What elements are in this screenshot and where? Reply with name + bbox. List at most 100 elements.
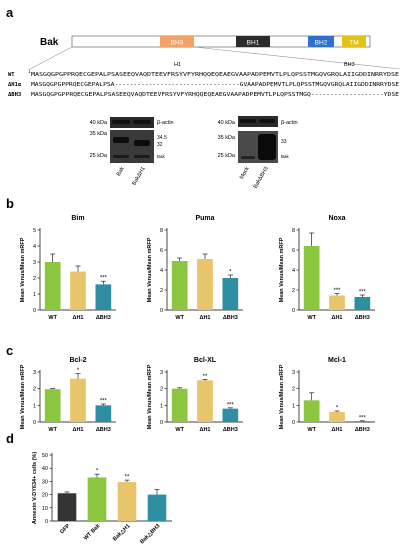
alignment-row-seq: MASGQGPGPPRQECGEPALPSA------------------…	[31, 82, 399, 88]
y-tick-label: 2	[292, 387, 295, 393]
bar	[70, 378, 86, 422]
y-tick-label: 0	[33, 308, 36, 314]
region-label-bh3: BH3	[344, 62, 355, 68]
y-tick-label: 4	[292, 268, 295, 274]
y-tick-label: 3	[33, 260, 36, 266]
lane-label: Mock	[239, 166, 251, 181]
y-tick-label: 2	[33, 276, 36, 282]
domain-tm-label: TM	[349, 40, 358, 47]
chart-title: Bim	[71, 215, 84, 222]
y-tick-label: 3	[292, 370, 295, 376]
chart-title: Noxa	[328, 215, 345, 222]
blot-label: 33	[281, 139, 287, 145]
y-tick-label: 50	[42, 453, 48, 459]
bar	[147, 494, 167, 521]
y-tick-label: 5	[33, 228, 36, 234]
y-axis-label: Mean Venus/Mean mRFP	[20, 364, 26, 429]
bar	[95, 405, 112, 422]
y-tick-label: 40	[42, 466, 48, 472]
y-tick-label: 0	[160, 420, 163, 426]
bar	[354, 297, 371, 310]
y-tick-label: 1	[33, 292, 36, 298]
blot-label: β-actin	[157, 120, 174, 126]
y-tick-label: 4	[160, 268, 163, 274]
y-tick-label: 20	[42, 493, 48, 499]
x-tick-label: WT	[307, 315, 316, 321]
domain-map: Bak BH3 BH1 BH2 TM	[29, 35, 401, 70]
mw-marker: 40 kDa	[218, 120, 236, 126]
bar	[57, 493, 77, 521]
bar	[95, 284, 112, 310]
alignment-row-seq: MASGQGPGPPRQECGEPALPSASEEQVAQDTEEVFRSYVF…	[31, 92, 399, 98]
x-tick-label: WT	[48, 427, 57, 433]
chart-puma: Puma 0 2 4 6 8 Mean Venus/Mean mRFP WT ΔH1 * ΔBH3	[147, 215, 243, 321]
protein-name: Bak	[40, 37, 59, 48]
bar	[117, 482, 137, 521]
domain-bh3-label: BH3	[171, 40, 184, 47]
panel-label-a: a	[6, 5, 14, 20]
blot-actin-strip	[110, 117, 154, 128]
y-tick-label: 6	[292, 248, 295, 254]
bar	[87, 477, 107, 521]
significance-mark: ***	[359, 290, 367, 296]
significance-mark: ***	[333, 288, 341, 294]
x-tick-label: WT	[307, 427, 316, 433]
bak-delta-bh3-smear	[258, 134, 276, 160]
zoom-line-left	[29, 46, 73, 70]
chart-title: Puma	[195, 215, 214, 222]
western-blot-left: 40 kDa 35 kDa 25 kDa β-actin 34.5 32 Bak…	[90, 117, 174, 186]
zoom-line-right	[193, 46, 401, 70]
y-axis-label: Mean Venus/Mean mRFP	[147, 237, 153, 302]
x-tick-label: Bak△BH3	[139, 522, 162, 545]
bak-endogenous-band	[134, 155, 150, 158]
lane-label: BakΔH1	[131, 166, 146, 186]
domain-bh3	[160, 36, 194, 47]
significance-mark: *	[96, 469, 99, 475]
actin-band	[259, 119, 275, 123]
significance-mark: ***	[227, 402, 235, 408]
panel-label-c: c	[6, 343, 13, 358]
x-tick-label: ΔH1	[73, 315, 84, 321]
alignment-row-name: ΔBH3	[8, 92, 21, 98]
bak-delta-h1-band	[134, 140, 150, 146]
y-axis-label: Mean Venus/Mean mRFP	[279, 364, 285, 429]
x-tick-label: GFP	[59, 523, 71, 535]
bar	[197, 259, 213, 310]
y-tick-label: 0	[45, 519, 48, 525]
x-tick-label: ΔH1	[200, 315, 211, 321]
region-label-h1: H1	[174, 62, 181, 68]
domain-bh1-label: BH1	[247, 40, 260, 47]
y-tick-label: 1	[292, 403, 295, 409]
chart-title: Mcl-1	[328, 357, 346, 364]
y-tick-label: 0	[160, 308, 163, 314]
significance-mark: **	[125, 475, 130, 481]
x-tick-label: ΔBH3	[355, 315, 370, 321]
x-tick-label: Bak△H1	[111, 522, 131, 542]
bar	[303, 400, 320, 422]
y-tick-label: 2	[160, 387, 163, 393]
protein-bar	[71, 35, 371, 48]
blot-label: 32	[157, 142, 163, 148]
blot-label: Bak	[281, 154, 290, 159]
blot-label: Bak	[157, 154, 166, 159]
bar	[171, 388, 188, 422]
significance-mark: *	[229, 270, 232, 276]
chart-bclxl: Bcl-XL 0 1 2 3 Mean Venus/Mean mRFP WT ** ΔH1 ***…	[147, 357, 243, 433]
x-tick-label: ΔH1	[332, 315, 343, 321]
blot-label: β-actin	[281, 120, 298, 126]
x-tick-label: WT	[175, 315, 184, 321]
actin-band	[112, 120, 130, 124]
bar	[303, 246, 320, 310]
y-axis-label: Mean Venus/Mean mRFP	[279, 237, 285, 302]
y-tick-label: 1	[33, 403, 36, 409]
x-tick-label: ΔBH3	[355, 427, 370, 433]
chart-bcl2: Bcl-2 0 1 2 3 Mean Venus/Mean mRFP WT * ΔH1 *** ΔB…	[20, 357, 116, 433]
x-tick-label: WT	[175, 427, 184, 433]
mw-marker: 25 kDa	[218, 153, 236, 159]
alignment-row-name: WT	[8, 72, 15, 78]
bar	[222, 278, 239, 310]
significance-mark: ***	[100, 276, 108, 282]
blot-label: 34.5	[157, 135, 167, 141]
lane-label: Bak	[116, 166, 126, 177]
